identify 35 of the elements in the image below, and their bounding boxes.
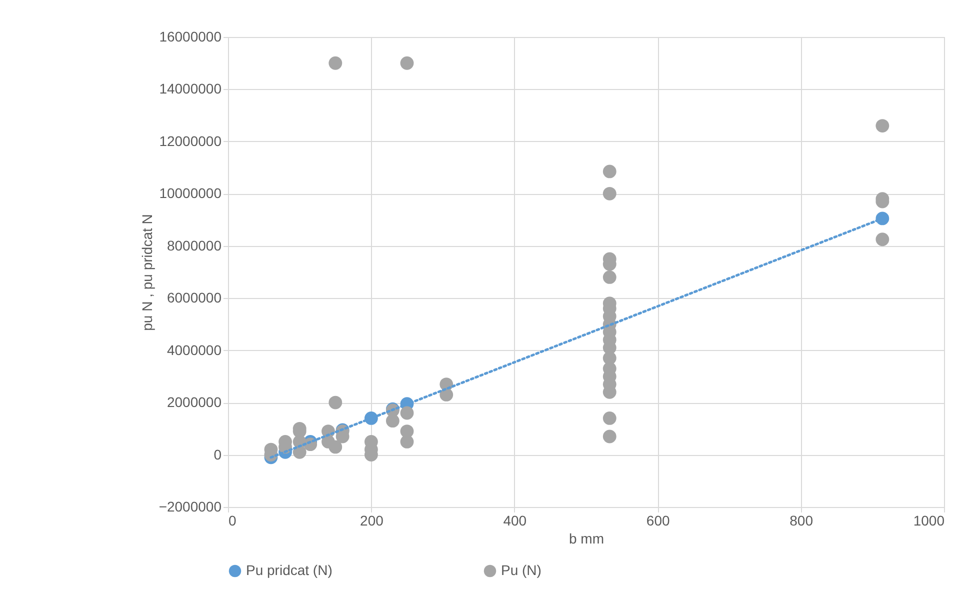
point [386,414,400,428]
point [602,412,616,425]
y-tick-label: 2000000 [166,394,222,410]
y-tick-label: 6000000 [166,290,222,306]
point [602,270,616,284]
point [400,435,414,448]
point [328,440,342,454]
point [292,445,306,459]
y-tick-label: 12000000 [159,132,222,149]
point [602,430,616,444]
point [602,164,616,178]
x-tick-label: 400 [503,512,527,528]
y-axis-title: pu N , pu pridcat N [138,214,155,331]
x-axis-title: b mm [569,530,604,546]
x-tick-label: 200 [360,512,384,528]
point [400,406,414,420]
y-tick-label: 16000000 [159,28,222,44]
y-tick-label: 8000000 [166,237,222,254]
y-tick-label: 0 [214,446,222,462]
legend-label: Pu pridcat (N) [246,562,332,578]
point [328,396,342,410]
legend-label: Pu (N) [501,562,542,578]
point [602,186,616,200]
y-tick-label: −2000000 [158,498,222,514]
x-tick-label: 0 [228,512,236,528]
x-tick-label: 800 [790,512,814,528]
point [876,119,890,132]
point [328,56,342,70]
y-tick-label: 4000000 [166,342,222,358]
y-tick-label: 14000000 [159,80,222,97]
x-tick-label: 1000 [913,512,945,528]
y-tick-label: 10000000 [159,185,222,202]
point [400,56,414,70]
x-tick-label: 600 [646,512,670,528]
point [876,232,890,246]
